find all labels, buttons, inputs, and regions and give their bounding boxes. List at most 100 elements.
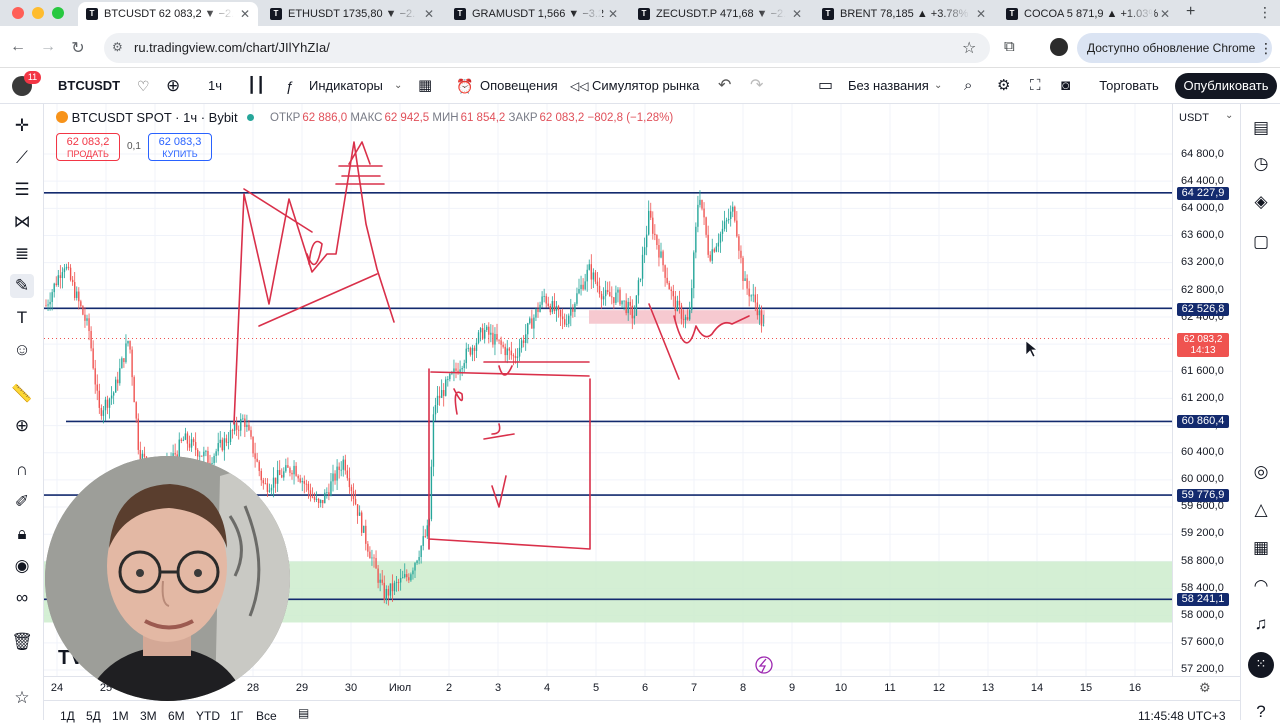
close-tab-icon[interactable]: ✕: [975, 7, 986, 21]
close-tab-icon[interactable]: ✕: [791, 7, 802, 21]
price-tick: 58 800,0: [1181, 554, 1224, 567]
close-tab-icon[interactable]: ✕: [1159, 7, 1170, 21]
indicators-button[interactable]: Индикаторы: [309, 78, 383, 93]
candle-body: [201, 455, 203, 457]
crosshair-icon[interactable]: ✛: [14, 116, 30, 135]
range-button[interactable]: 1Д: [60, 709, 75, 723]
snapshot-camera-icon[interactable]: ◙: [1061, 77, 1071, 94]
apps-grid-icon[interactable]: ⁙: [1248, 652, 1274, 678]
omnibox[interactable]: ⚙ ru.tradingview.com/chart/JIlYhZIa/ ☆: [104, 33, 990, 63]
watchlist-icon[interactable]: ▤: [1252, 118, 1270, 137]
buy-button[interactable]: 62 083,3 КУПИТЬ: [148, 133, 212, 161]
range-button[interactable]: YTD: [196, 709, 220, 723]
calendar-icon[interactable]: ▤: [298, 706, 310, 720]
symbol-search-button[interactable]: BTCUSDT: [58, 78, 121, 93]
candle-body: [194, 442, 197, 450]
browser-tab-brent[interactable]: T BRENT 78,185 ▲ +3.78% ✕: [814, 2, 994, 26]
eye-icon[interactable]: ◉: [14, 556, 30, 575]
close-tab-icon[interactable]: ✕: [607, 7, 618, 21]
ruler-icon[interactable]: 📏: [11, 384, 33, 403]
symbol-favorite-icon[interactable]: ♡: [137, 78, 150, 94]
redo-icon[interactable]: ↷: [750, 77, 764, 94]
window-minimize-icon[interactable]: [32, 7, 44, 19]
bookmark-star-icon[interactable]: ☆: [962, 40, 977, 57]
candle-body: [352, 491, 355, 499]
trash-icon[interactable]: 🗑︎: [11, 632, 33, 651]
legend-title[interactable]: BTCUSDT SPOT · 1ч · Bybit: [71, 110, 238, 125]
range-button[interactable]: 3М: [140, 709, 157, 723]
tab-search-icon[interactable]: ⋮: [1258, 4, 1272, 20]
lock-icon[interactable]: 🔒︎: [17, 524, 27, 543]
range-button[interactable]: 1Г: [230, 709, 244, 723]
browser-tab-btcusdt[interactable]: T BTCUSDT 62 083,2 ▼ −2. ✕: [78, 2, 258, 26]
help-icon[interactable]: ?: [1256, 702, 1266, 721]
alerts-clock-icon[interactable]: ◷: [1253, 154, 1269, 173]
axis-settings-icon[interactable]: ⚙: [1199, 680, 1211, 695]
browser-tab-gramusdt[interactable]: T GRAMUSDT 1,566 ▼ −3.2 ✕: [446, 2, 626, 26]
currency-chevron-icon[interactable]: ⌄: [1225, 110, 1234, 121]
drawing-mode-icon[interactable]: ✐: [14, 492, 30, 511]
price-axis[interactable]: USDT ⌄ 64 800,0 64 400,0 64 000,0 63 600,0 6…: [1172, 104, 1240, 676]
alerts-button[interactable]: Оповещения: [480, 78, 558, 93]
chat-icon[interactable]: ▢: [1252, 232, 1270, 251]
forward-icon[interactable]: →: [40, 38, 56, 55]
clock[interactable]: 11:45:48 UTC+3: [1138, 709, 1226, 723]
quick-search-icon[interactable]: ⌕: [964, 77, 973, 94]
brush-icon[interactable]: ✎: [10, 274, 34, 298]
emoji-icon[interactable]: ☺: [13, 340, 31, 359]
compare-symbol-icon[interactable]: ⊕: [166, 76, 181, 95]
browser-tab-cocoa[interactable]: T COCOA 5 871,9 ▲ +1.03% ✕: [998, 2, 1178, 26]
target-icon[interactable]: ◎: [1253, 462, 1269, 481]
close-tab-icon[interactable]: ✕: [423, 7, 434, 21]
back-icon[interactable]: ←: [10, 38, 26, 55]
settings-gear-icon[interactable]: ⚙: [997, 77, 1011, 94]
chart-type-icon[interactable]: ┃┃: [247, 77, 266, 94]
zoom-in-icon[interactable]: ⊕: [14, 416, 30, 435]
horizontal-lines-icon[interactable]: ☰: [14, 180, 30, 199]
candle-body: [387, 589, 390, 596]
fullscreen-icon[interactable]: ⛶: [1030, 77, 1041, 94]
range-button[interactable]: Все: [256, 709, 277, 723]
menu-dots-icon[interactable]: ⋮: [1259, 40, 1273, 56]
candle-body: [297, 475, 299, 479]
profile-avatar[interactable]: [1050, 38, 1068, 56]
magnet-icon[interactable]: ∩: [15, 460, 29, 479]
sell-button[interactable]: 62 083,2 ПРОДАТЬ: [56, 133, 120, 161]
streams-icon[interactable]: ◠: [1253, 576, 1269, 595]
new-tab-icon[interactable]: +: [1186, 3, 1196, 20]
browser-tab-zecusdt[interactable]: T ZECUSDT.P 471,68 ▼ −2. ✕: [630, 2, 810, 26]
window-zoom-icon[interactable]: [52, 7, 64, 19]
range-button[interactable]: 6М: [168, 709, 185, 723]
object-tree-icon[interactable]: ◈: [1254, 192, 1268, 211]
chrome-update-button[interactable]: Доступно обновление Chrome ⋮: [1077, 33, 1273, 63]
pitchfork-icon[interactable]: ⋈: [13, 212, 31, 231]
range-button[interactable]: 1М: [112, 709, 129, 723]
favorites-star-icon[interactable]: ☆: [14, 688, 30, 707]
calendar-icon[interactable]: ▦: [1252, 538, 1270, 557]
chevron-down-icon[interactable]: ⌄: [934, 80, 943, 91]
ideas-icon[interactable]: △: [1254, 500, 1268, 519]
notifications-bell-icon[interactable]: ♫: [1254, 614, 1268, 633]
interval-button[interactable]: 1ч: [208, 78, 223, 93]
market-replay-button[interactable]: Симулятор рынка: [592, 78, 700, 93]
url-text[interactable]: ru.tradingview.com/chart/JIlYhZIa/: [134, 40, 330, 55]
range-button[interactable]: 5Д: [86, 709, 101, 723]
close-tab-icon[interactable]: ✕: [239, 7, 250, 21]
window-close-icon[interactable]: [12, 7, 24, 19]
browser-tab-ethusdt[interactable]: T ETHUSDT 1735,80 ▼ −2. ✕: [262, 2, 442, 26]
layout-name-button[interactable]: Без названия: [848, 78, 929, 93]
indicator-templates-icon[interactable]: ⌄: [394, 80, 403, 91]
trade-button[interactable]: Торговать: [1099, 78, 1159, 93]
undo-icon[interactable]: ↶: [718, 77, 732, 94]
layouts-grid-icon[interactable]: ▦: [418, 77, 433, 94]
time-axis[interactable]: 24252627282930Июл2345678910111213141516 …: [44, 676, 1240, 700]
trendline-icon[interactable]: ⟋: [16, 148, 28, 167]
currency-select[interactable]: USDT: [1179, 112, 1209, 124]
text-tool-icon[interactable]: T: [16, 308, 28, 327]
reload-icon[interactable]: ↻: [71, 40, 85, 57]
fib-icon[interactable]: ≣: [14, 244, 30, 263]
site-info-icon[interactable]: ⚙: [112, 40, 123, 54]
extensions-icon[interactable]: ⧉: [1004, 38, 1015, 55]
publish-button[interactable]: Опубликовать: [1175, 73, 1277, 99]
link-icon[interactable]: ∞: [15, 588, 29, 607]
